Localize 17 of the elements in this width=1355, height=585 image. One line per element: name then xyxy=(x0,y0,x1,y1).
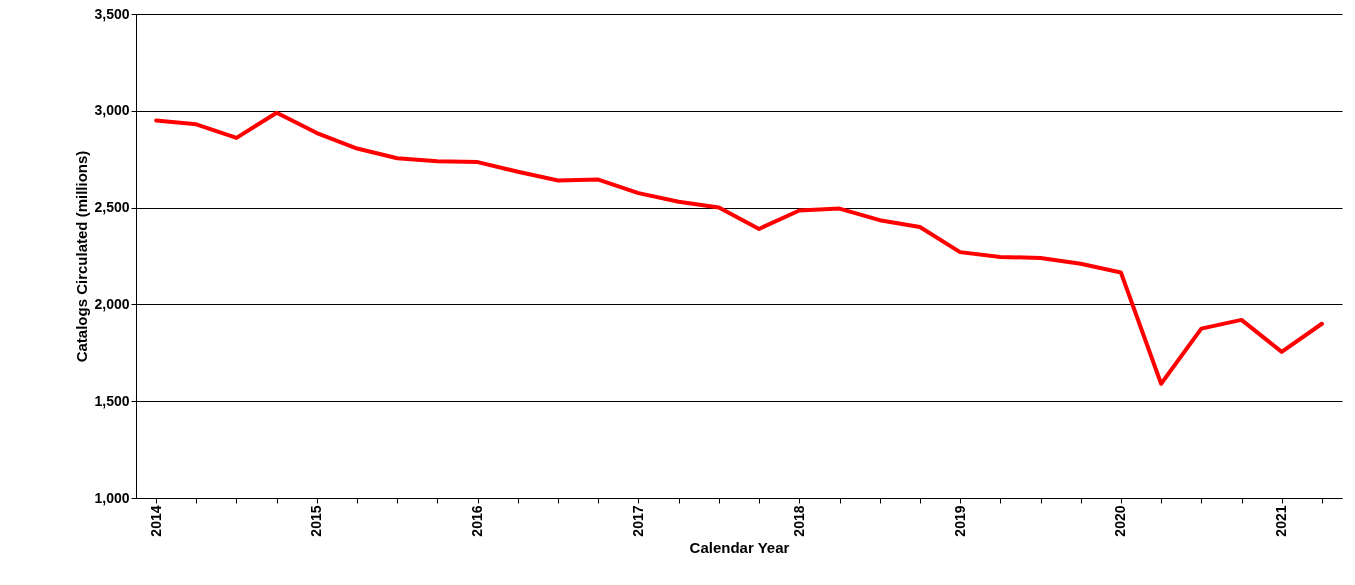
y-tick-label: 2,500 xyxy=(94,199,130,216)
x-tick-label: 2018 xyxy=(790,505,807,537)
y-tick-label: 1,000 xyxy=(94,489,130,506)
x-tick-label: 2014 xyxy=(147,505,164,537)
x-tick-label: 2021 xyxy=(1273,505,1290,537)
x-tick-label: 2019 xyxy=(951,505,968,537)
y-tick-label: 1,500 xyxy=(94,392,130,409)
y-tick-label: 3,000 xyxy=(94,102,130,119)
x-tick-label: 2020 xyxy=(1112,505,1129,537)
x-tick-label: 2016 xyxy=(469,505,486,537)
line-series xyxy=(154,110,1324,386)
x-axis-title: Calendar Year xyxy=(689,538,790,556)
x-tick-label: 2017 xyxy=(630,505,646,537)
y-tick-label: 3,500 xyxy=(94,5,130,22)
x-tick-label: 2015 xyxy=(308,505,325,537)
y-tick-label: 2,000 xyxy=(94,295,130,312)
y-axis-title: Catalogs Circulated (millions) xyxy=(73,150,91,363)
